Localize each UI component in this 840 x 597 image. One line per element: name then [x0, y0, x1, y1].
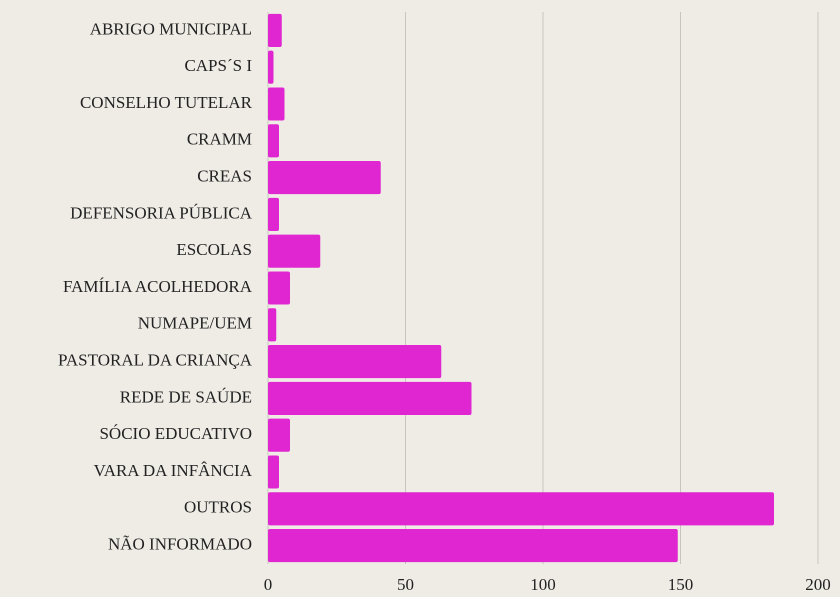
y-tick-label: CRAMM [187, 130, 252, 149]
bar [268, 87, 285, 121]
y-tick-label: FAMÍLIA ACOLHEDORA [63, 277, 253, 296]
bar [268, 308, 277, 342]
y-tick-label: CONSELHO TUTELAR [80, 93, 253, 112]
bar [268, 345, 442, 379]
bar [268, 50, 274, 84]
x-tick-label: 150 [668, 575, 694, 594]
y-tick-label: CAPS´S I [184, 56, 252, 75]
y-tick-label: SÓCIO EDUCATIVO [99, 424, 252, 443]
bar [268, 492, 774, 526]
bar [268, 455, 279, 489]
y-tick-label: VARA DA INFÂNCIA [94, 461, 253, 480]
y-tick-label: DEFENSORIA PÚBLICA [70, 203, 253, 222]
y-tick-label: ABRIGO MUNICIPAL [90, 19, 252, 38]
x-tick-label: 100 [530, 575, 556, 594]
bar [268, 161, 381, 195]
bar [268, 13, 282, 47]
y-tick-label: PASTORAL DA CRIANÇA [58, 351, 253, 370]
y-tick-label: REDE DE SAÚDE [120, 387, 252, 406]
y-tick-label: NÃO INFORMADO [108, 535, 252, 554]
bar [268, 234, 321, 268]
y-tick-label: ESCOLAS [176, 240, 252, 259]
x-tick-label: 200 [805, 575, 831, 594]
bar [268, 418, 290, 452]
y-tick-label: OUTROS [184, 498, 252, 517]
x-tick-label: 50 [397, 575, 414, 594]
bar [268, 197, 279, 231]
bar [268, 381, 472, 415]
y-tick-label: CREAS [197, 167, 252, 186]
bar [268, 124, 279, 158]
bar [268, 271, 290, 305]
y-tick-label: NUMAPE/UEM [138, 314, 252, 333]
x-tick-label: 0 [264, 575, 273, 594]
bar [268, 529, 678, 563]
